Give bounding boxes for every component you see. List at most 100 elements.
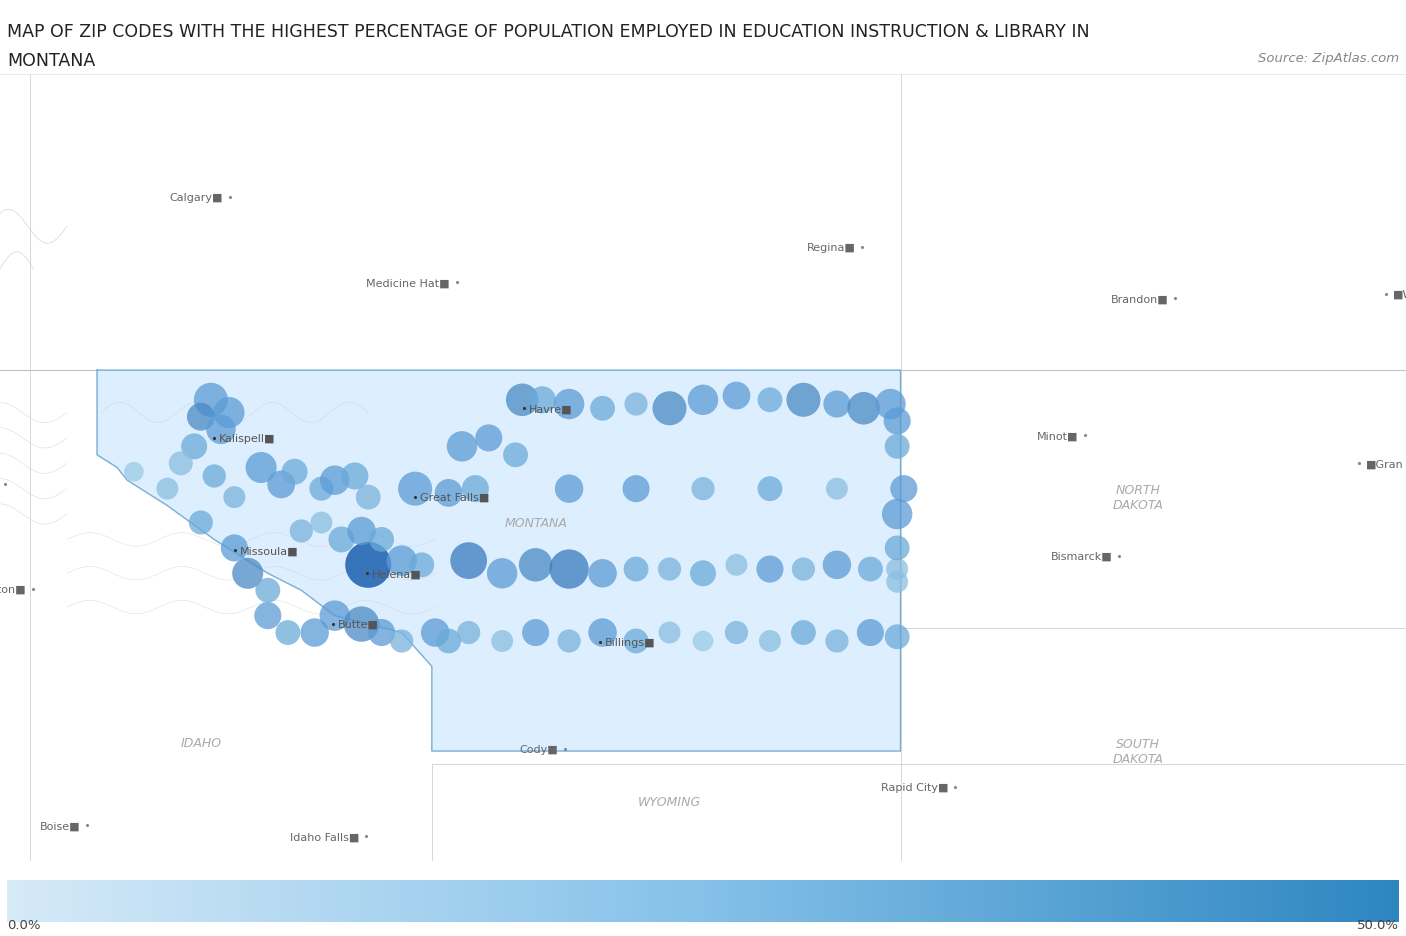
- Point: [270, 477, 292, 492]
- Point: [825, 558, 848, 573]
- Point: [886, 575, 908, 590]
- Point: [357, 558, 380, 573]
- Point: [202, 469, 225, 484]
- Text: Medicine Hat■: Medicine Hat■: [367, 278, 450, 288]
- Point: [825, 482, 848, 497]
- Point: [478, 431, 501, 446]
- Point: [624, 482, 647, 497]
- Point: [624, 562, 647, 577]
- Point: [886, 414, 908, 429]
- Text: NORTH
DAKOTA: NORTH DAKOTA: [1112, 484, 1164, 512]
- Point: [893, 482, 915, 497]
- Text: Regina■: Regina■: [807, 243, 856, 253]
- Text: IDAHO: IDAHO: [180, 737, 221, 749]
- Text: Rapid City■: Rapid City■: [882, 782, 949, 792]
- Point: [692, 482, 714, 497]
- Point: [122, 465, 145, 480]
- Point: [759, 482, 782, 497]
- Point: [170, 456, 193, 471]
- Point: [825, 397, 848, 412]
- Point: [457, 553, 479, 568]
- Point: [531, 393, 554, 408]
- Point: [592, 625, 614, 640]
- Point: [218, 405, 240, 420]
- Point: [624, 634, 647, 649]
- Point: [256, 583, 278, 598]
- Text: Butte■: Butte■: [337, 620, 380, 629]
- Point: [692, 634, 714, 649]
- Point: [411, 558, 433, 573]
- Point: [491, 566, 513, 581]
- Point: [879, 397, 901, 412]
- Point: [304, 625, 326, 640]
- Text: Calgary■: Calgary■: [170, 193, 224, 202]
- Point: [886, 541, 908, 556]
- Point: [311, 482, 333, 497]
- Point: [592, 402, 614, 417]
- Text: Missoula■: Missoula■: [240, 546, 299, 556]
- Point: [284, 465, 307, 480]
- Text: Bismarck■: Bismarck■: [1052, 551, 1112, 561]
- Text: Idaho Falls■: Idaho Falls■: [290, 831, 360, 841]
- Point: [658, 625, 681, 640]
- Text: MONTANA: MONTANA: [505, 517, 567, 530]
- Point: [209, 422, 232, 437]
- Point: [658, 562, 681, 577]
- Point: [558, 562, 581, 577]
- Point: [256, 608, 278, 623]
- Point: [404, 482, 426, 497]
- Point: [457, 625, 479, 640]
- Text: MONTANA: MONTANA: [7, 51, 96, 69]
- Point: [323, 608, 346, 623]
- Point: [852, 402, 875, 417]
- Text: Minot■: Minot■: [1038, 431, 1078, 441]
- Point: [370, 625, 392, 640]
- Point: [425, 625, 447, 640]
- Point: [725, 558, 748, 573]
- Point: [437, 634, 460, 649]
- Point: [357, 490, 380, 505]
- Text: Lewiston■: Lewiston■: [0, 584, 27, 593]
- Text: Source: ZipAtlas.com: Source: ZipAtlas.com: [1258, 51, 1399, 65]
- Point: [510, 393, 533, 408]
- Text: Kalispell■: Kalispell■: [219, 433, 276, 444]
- Point: [350, 524, 373, 539]
- Text: Cody■: Cody■: [520, 744, 558, 754]
- Polygon shape: [97, 371, 900, 752]
- Text: ■Gran: ■Gran: [1365, 459, 1403, 469]
- Point: [524, 558, 547, 573]
- Point: [825, 634, 848, 649]
- Text: Boise■: Boise■: [39, 821, 80, 830]
- Point: [692, 566, 714, 581]
- Point: [290, 524, 312, 539]
- Point: [190, 410, 212, 425]
- Point: [886, 562, 908, 577]
- Point: [311, 516, 333, 531]
- Point: [224, 490, 246, 505]
- Point: [464, 482, 486, 497]
- Point: [886, 507, 908, 522]
- Point: [759, 393, 782, 408]
- Point: [250, 461, 273, 475]
- Point: [558, 397, 581, 412]
- Point: [190, 516, 212, 531]
- Text: 0.0%: 0.0%: [7, 918, 41, 931]
- Point: [451, 439, 474, 454]
- Point: [236, 566, 259, 581]
- Point: [859, 625, 882, 640]
- Text: WYOMING: WYOMING: [638, 796, 702, 809]
- Point: [370, 533, 392, 548]
- Point: [624, 397, 647, 412]
- Point: [391, 634, 413, 649]
- Point: [200, 393, 222, 408]
- Point: [330, 533, 353, 548]
- Point: [592, 566, 614, 581]
- Text: 50.0%: 50.0%: [1357, 918, 1399, 931]
- Point: [792, 393, 814, 408]
- Point: [558, 482, 581, 497]
- Text: Havre■: Havre■: [529, 403, 572, 414]
- Point: [792, 562, 814, 577]
- Text: MAP OF ZIP CODES WITH THE HIGHEST PERCENTAGE OF POPULATION EMPLOYED IN EDUCATION: MAP OF ZIP CODES WITH THE HIGHEST PERCEN…: [7, 23, 1090, 41]
- Text: Helena■: Helena■: [373, 569, 422, 578]
- Text: Billings■: Billings■: [605, 637, 655, 647]
